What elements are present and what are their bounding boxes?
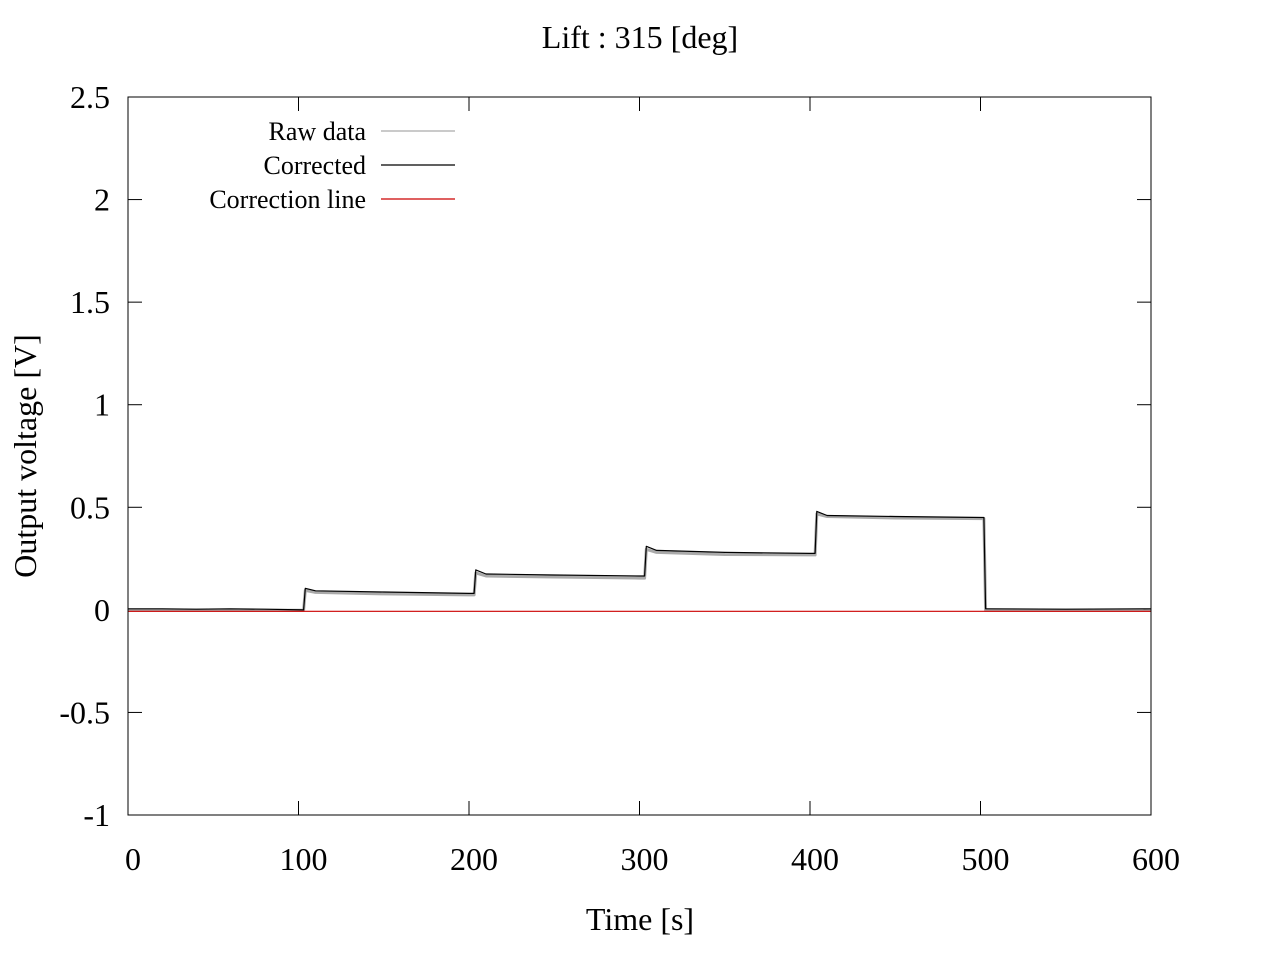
y-tick-label: -1 [83, 797, 110, 833]
x-axis-label: Time [s] [586, 901, 694, 937]
plot-frame [127, 96, 1152, 816]
y-tick-label: -0.5 [59, 694, 110, 730]
series-layer [128, 510, 1152, 612]
y-tick-label: 2 [94, 182, 110, 218]
y-tick-label: 0 [94, 592, 110, 628]
series-line-raw-data [128, 512, 1151, 612]
y-tick-label: 1.5 [70, 284, 110, 320]
axis-ticks: 0 100 200 300 400 500 600 -1 -0.5 0 0.5 1 1.5 2 2.5 [59, 79, 1180, 877]
y-tick-label: 2.5 [70, 79, 110, 115]
x-tick-label: 300 [621, 841, 669, 877]
y-tick-label: 1 [94, 387, 110, 423]
legend-label: Correction line [209, 185, 366, 214]
legend-label: Raw data [269, 117, 367, 146]
x-tick-label: 200 [450, 841, 498, 877]
y-axis-label: Output voltage [V] [7, 334, 43, 578]
y-tick-label: 0.5 [70, 489, 110, 525]
x-tick-label: 100 [280, 841, 328, 877]
x-tick-label: 600 [1132, 841, 1180, 877]
series-line-corrected [128, 510, 1152, 611]
x-tick-label: 500 [962, 841, 1010, 877]
legend: Raw data Corrected Correction line [209, 117, 455, 214]
chart-title: Lift : 315 [deg] [542, 19, 738, 55]
x-tick-label: 400 [791, 841, 839, 877]
legend-label: Corrected [263, 151, 366, 180]
x-tick-label: 0 [125, 841, 141, 877]
